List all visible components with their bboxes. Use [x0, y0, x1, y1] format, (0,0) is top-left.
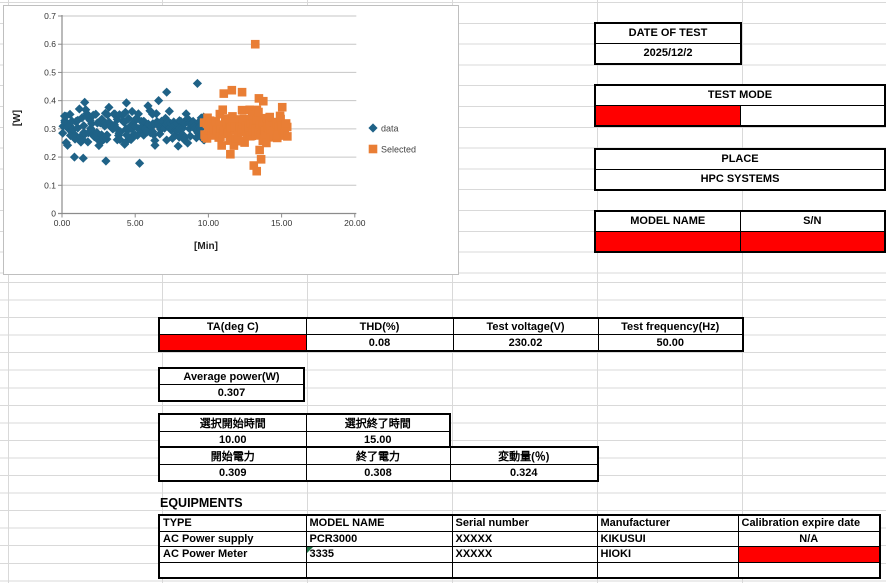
test-mode-box: TEST MODE	[594, 84, 886, 127]
equip-serial-cell[interactable]: XXXXX	[451, 546, 598, 563]
table-row	[158, 561, 881, 579]
place-value[interactable]: HPC SYSTEMS	[596, 169, 884, 189]
sn-input[interactable]	[739, 232, 884, 251]
svg-text:10.00: 10.00	[198, 218, 220, 228]
equip-manufacturer-cell[interactable]: HIOKI	[596, 546, 739, 563]
power-start-value[interactable]: 0.309	[158, 464, 307, 482]
thd-value[interactable]: 0.08	[305, 334, 454, 352]
place-box: PLACE HPC SYSTEMS	[594, 148, 886, 191]
svg-text:0.7: 0.7	[44, 11, 56, 21]
average-power-table: Average power(W) 0.307	[158, 367, 305, 402]
power-start-label: 開始電力	[158, 446, 307, 465]
test-parameters-table: TA(deg C) THD(%) Test voltage(V) Test fr…	[158, 317, 744, 352]
power-end-label: 終了電力	[305, 446, 451, 465]
svg-text:5.00: 5.00	[127, 218, 144, 228]
equip-model-cell[interactable]: 3335	[305, 546, 453, 563]
equipments-table: TYPE MODEL NAME Serial number Manufactur…	[158, 514, 881, 579]
svg-text:0.2: 0.2	[44, 152, 56, 162]
legend-entry: Selected	[381, 145, 416, 155]
equip-type-cell[interactable]	[158, 561, 307, 579]
svg-text:0.1: 0.1	[44, 180, 56, 190]
legend-entry: data	[381, 124, 399, 134]
model-name-label: MODEL NAME	[630, 215, 706, 227]
svg-text:15.00: 15.00	[271, 218, 293, 228]
svg-text:20.00: 20.00	[344, 218, 366, 228]
equip-type-cell[interactable]: AC Power supply	[158, 530, 307, 547]
equip-type-cell[interactable]: AC Power Meter	[158, 546, 307, 563]
svg-text:0.3: 0.3	[44, 124, 56, 134]
selection-power-table: 開始電力 終了電力 変動量(％) 0.309 0.308 0.324	[158, 446, 599, 482]
equipments-title: EQUIPMENTS	[160, 496, 243, 510]
date-of-test-box: DATE OF TEST 2025/12/2	[594, 22, 742, 65]
power-scatter-chart[interactable]: 0 0.1 0.2 0.3 0.4 0.5 0.6 0.7 0.00 5.00 10.00 15.00…	[3, 5, 459, 275]
equip-calibration-input[interactable]	[737, 546, 881, 563]
table-row: AC Power supply PCR3000 XXXXX KIKUSUI N/…	[158, 530, 881, 547]
model-name-input[interactable]	[596, 232, 740, 251]
equip-manufacturer-cell[interactable]	[596, 561, 739, 579]
table-row: AC Power Meter 3335 XXXXX HIOKI	[158, 546, 881, 563]
average-power-label: Average power(W)	[158, 367, 305, 385]
svg-text:0.4: 0.4	[44, 96, 56, 106]
equip-calibration-cell[interactable]: N/A	[737, 530, 881, 547]
equip-manufacturer-cell[interactable]: KIKUSUI	[596, 530, 739, 547]
ta-input[interactable]	[158, 334, 307, 352]
equip-type-header: TYPE	[158, 514, 307, 532]
selection-time-table: 選択開始時間 選択終了時間 10.00 15.00	[158, 413, 451, 449]
ta-header: TA(deg C)	[158, 317, 307, 335]
equip-serial-cell[interactable]: XXXXX	[451, 530, 598, 547]
date-of-test-value[interactable]: 2025/12/2	[596, 43, 740, 63]
equip-serial-cell[interactable]	[451, 561, 598, 579]
frequency-header: Test frequency(Hz)	[597, 317, 744, 335]
selection-end-label: 選択終了時間	[305, 413, 451, 432]
equip-model-cell[interactable]: PCR3000	[305, 530, 453, 547]
frequency-value[interactable]: 50.00	[597, 334, 744, 352]
test-mode-label: TEST MODE	[707, 89, 773, 101]
selection-start-label: 選択開始時間	[158, 413, 307, 432]
svg-text:[W]: [W]	[12, 110, 23, 126]
test-mode-input[interactable]	[596, 106, 740, 125]
svg-text:0.5: 0.5	[44, 67, 56, 77]
date-of-test-label: DATE OF TEST	[628, 27, 708, 39]
thd-header: THD(%)	[305, 317, 454, 335]
svg-text:0: 0	[51, 209, 56, 219]
equip-manufacturer-header: Manufacturer	[596, 514, 739, 532]
svg-text:0.00: 0.00	[54, 218, 71, 228]
test-mode-extra-cell[interactable]	[739, 106, 885, 125]
equip-model-header: MODEL NAME	[305, 514, 453, 532]
sn-label: S/N	[739, 212, 885, 231]
power-end-value[interactable]: 0.308	[305, 464, 451, 482]
equip-serial-header: Serial number	[451, 514, 598, 532]
voltage-header: Test voltage(V)	[452, 317, 599, 335]
equip-calibration-cell[interactable]	[737, 561, 881, 579]
svg-text:[Min]: [Min]	[194, 241, 218, 252]
average-power-value[interactable]: 0.307	[158, 384, 305, 402]
model-sn-box: MODEL NAME S/N	[594, 210, 886, 253]
place-label: PLACE	[721, 153, 759, 165]
cell-error-flag-icon	[307, 547, 313, 553]
delta-value[interactable]: 0.324	[449, 464, 599, 482]
svg-text:0.6: 0.6	[44, 39, 56, 49]
voltage-value[interactable]: 230.02	[452, 334, 599, 352]
equip-calibration-header: Calibration expire date	[737, 514, 881, 532]
delta-label: 変動量(％)	[449, 446, 599, 465]
chart-canvas: 0 0.1 0.2 0.3 0.4 0.5 0.6 0.7 0.00 5.00 10.00 15.00…	[12, 11, 416, 252]
equip-model-cell[interactable]	[305, 561, 453, 579]
